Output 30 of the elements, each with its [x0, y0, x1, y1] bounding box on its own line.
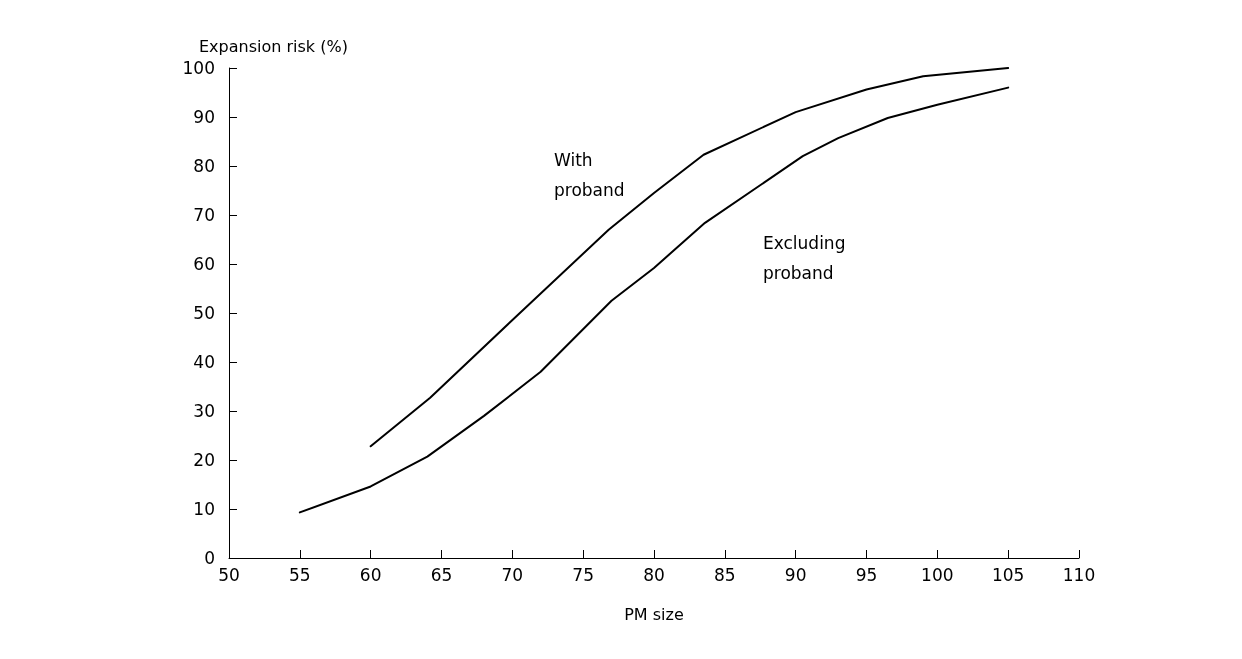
- y-tick-label: 40: [193, 352, 215, 372]
- y-tick-label: 80: [193, 156, 215, 176]
- y-tick-label: 70: [193, 205, 215, 225]
- x-tick-label: 75: [572, 564, 594, 585]
- line-series: [298, 86, 1010, 514]
- x-tick-label: 85: [714, 564, 736, 585]
- y-tick-label: 0: [204, 548, 215, 568]
- y-tick-label: 10: [193, 499, 215, 519]
- x-tick-label: 90: [784, 564, 807, 585]
- x-axis-title: PM size: [624, 604, 684, 624]
- y-tick-label: 50: [193, 303, 215, 323]
- x-tick-label: 55: [289, 564, 311, 585]
- text: Excluding proband: [763, 233, 846, 283]
- x-tick-label: 105: [991, 564, 1025, 585]
- x-tick-label: 60: [359, 564, 382, 585]
- y-tick-label: 90: [193, 107, 215, 127]
- line-series: [369, 67, 1010, 448]
- x-tick-label: 65: [430, 564, 453, 585]
- y-tick-label: 60: [193, 254, 215, 274]
- y-axis-title: Expansion risk (%): [199, 36, 348, 56]
- x-tick-label: 70: [501, 564, 524, 585]
- series-label: With proband: [554, 150, 625, 200]
- x-tick-label: 80: [643, 564, 665, 585]
- y-tick-label: 30: [193, 401, 215, 421]
- y-tick-label: 100: [182, 58, 215, 78]
- x-tick-label: 100: [921, 564, 954, 585]
- y-tick-label: 20: [193, 450, 215, 470]
- x-tick-label: 95: [855, 564, 878, 585]
- x-tick-label: 110: [1062, 564, 1096, 585]
- x-tick-label: 50: [218, 564, 240, 585]
